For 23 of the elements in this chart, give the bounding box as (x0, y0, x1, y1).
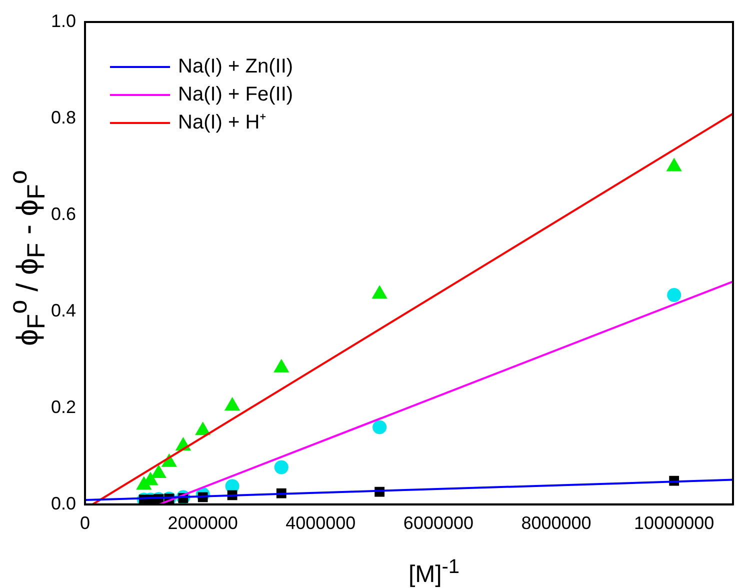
x-axis-title: [M]$^{-1}$ (407, 556, 461, 588)
legend-label: Na(I) + H⁺ (178, 112, 267, 134)
point (274, 358, 290, 372)
x-tick-label: 10000000 (634, 513, 714, 534)
legend-label: Na(I) + Zn(II) (178, 56, 294, 78)
y-tick-label: 0.2 (50, 396, 76, 417)
point (372, 285, 388, 299)
y-tick-label: 0.8 (50, 107, 76, 128)
point (195, 422, 211, 436)
y-tick-label: 1.0 (50, 10, 76, 31)
y-tick-label: 0.0 (50, 493, 76, 514)
y-tick-label: 0.4 (50, 300, 76, 320)
x-tick-label: 8000000 (521, 513, 592, 534)
legend-label: Na(I) + Fe(II) (178, 84, 294, 106)
point (372, 420, 387, 434)
x-tick-label: 0 (80, 513, 90, 534)
x-tick-label: 6000000 (403, 513, 474, 534)
y-tick-label: 0.6 (50, 204, 76, 224)
x-tick-label: 2000000 (168, 513, 238, 534)
point (274, 460, 288, 474)
point (224, 396, 240, 410)
point (666, 158, 682, 172)
x-tick-label: 4000000 (286, 513, 356, 534)
